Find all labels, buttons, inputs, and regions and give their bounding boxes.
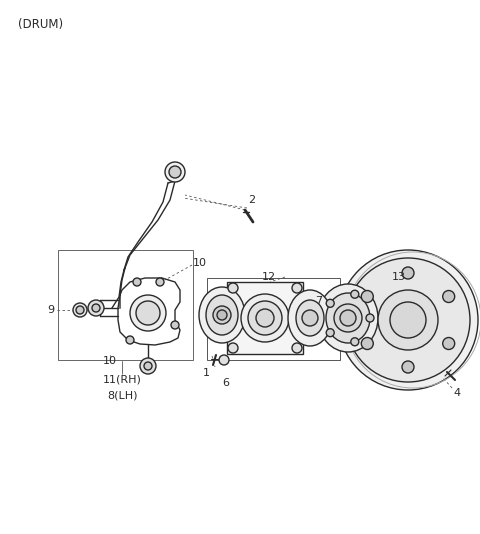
Circle shape [326, 329, 334, 337]
Circle shape [351, 290, 359, 298]
Text: 8(LH): 8(LH) [107, 390, 137, 400]
Circle shape [340, 310, 356, 326]
Circle shape [256, 309, 274, 327]
Ellipse shape [326, 293, 370, 343]
Circle shape [73, 303, 87, 317]
Circle shape [366, 314, 374, 322]
Circle shape [228, 343, 238, 353]
Bar [227, 282, 303, 354]
Text: 10: 10 [193, 258, 207, 268]
Circle shape [402, 361, 414, 373]
Text: (DRUM): (DRUM) [18, 18, 63, 31]
Circle shape [292, 283, 302, 293]
Text: 11(RH): 11(RH) [103, 375, 142, 385]
Circle shape [402, 267, 414, 279]
Text: 4: 4 [453, 388, 460, 398]
Circle shape [171, 321, 179, 329]
Text: 13: 13 [392, 272, 406, 282]
Circle shape [219, 355, 229, 365]
Circle shape [302, 310, 318, 326]
Circle shape [76, 306, 84, 314]
Circle shape [292, 343, 302, 353]
Circle shape [248, 301, 282, 335]
Circle shape [346, 258, 470, 382]
Text: 2: 2 [248, 195, 255, 205]
Ellipse shape [296, 300, 324, 336]
Circle shape [443, 290, 455, 302]
Circle shape [136, 301, 160, 325]
Circle shape [241, 294, 289, 342]
Circle shape [443, 337, 455, 349]
Circle shape [140, 358, 156, 374]
Circle shape [338, 250, 478, 390]
Circle shape [228, 283, 238, 293]
Bar [58, 250, 193, 360]
Circle shape [130, 295, 166, 331]
Circle shape [213, 306, 231, 324]
Circle shape [169, 166, 181, 178]
Circle shape [378, 290, 438, 350]
Ellipse shape [318, 284, 378, 352]
Circle shape [88, 300, 104, 316]
Ellipse shape [206, 295, 238, 335]
Text: 6: 6 [222, 378, 229, 388]
Text: 10: 10 [103, 356, 117, 366]
Text: 7: 7 [315, 296, 322, 306]
Ellipse shape [199, 287, 245, 343]
Circle shape [217, 310, 227, 320]
Circle shape [361, 290, 373, 302]
Ellipse shape [288, 290, 332, 346]
Circle shape [165, 162, 185, 182]
Circle shape [326, 299, 334, 307]
Circle shape [351, 338, 359, 346]
Text: 9: 9 [47, 305, 54, 315]
Text: 1: 1 [203, 368, 210, 378]
Circle shape [390, 302, 426, 338]
Circle shape [361, 337, 373, 349]
Circle shape [92, 304, 100, 312]
Circle shape [133, 278, 141, 286]
Text: 12: 12 [262, 272, 276, 282]
Bar [207, 278, 340, 360]
Circle shape [156, 278, 164, 286]
Circle shape [334, 304, 362, 332]
Circle shape [126, 336, 134, 344]
Circle shape [144, 362, 152, 370]
